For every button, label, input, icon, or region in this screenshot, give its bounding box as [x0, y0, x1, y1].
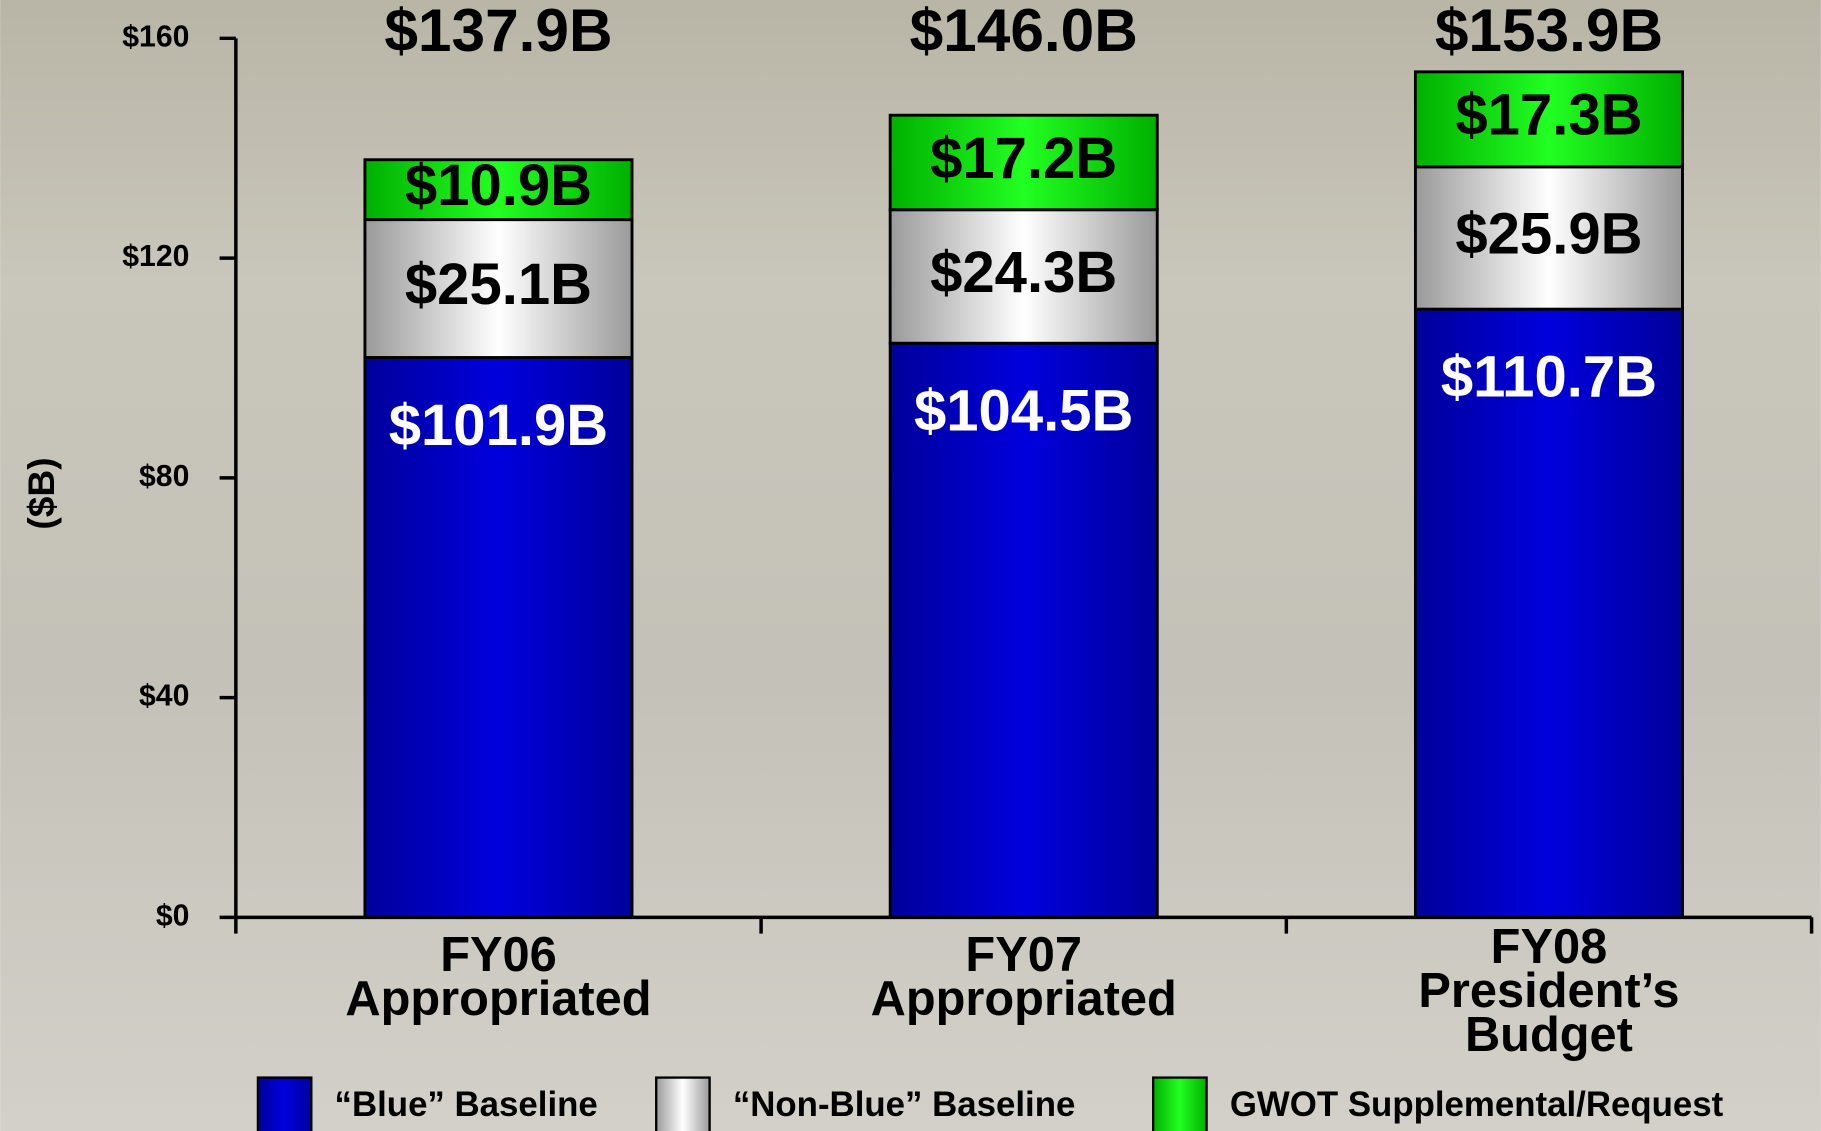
legend-swatch [256, 1076, 313, 1131]
y-tick-label: $0 [156, 899, 190, 932]
data-label: $17.3B [1455, 83, 1642, 148]
data-label: $110.7B [1441, 344, 1657, 409]
data-label: $104.5B [914, 379, 1133, 444]
legend-swatch [1152, 1076, 1208, 1131]
y-tick-label: $160 [122, 20, 189, 53]
data-label: $17.2B [930, 126, 1117, 191]
bar-segment [363, 158, 634, 222]
y-tick-label: $120 [122, 240, 189, 273]
total-label: $137.9B [384, 0, 612, 64]
legend-label: “Blue” Baseline [335, 1085, 598, 1124]
bar-segment [1413, 307, 1684, 919]
x-tick-label: FY06 Appropriated [345, 928, 651, 1026]
y-axis-label: ($B) [20, 457, 62, 529]
legend-label: “Non-Blue” Baseline [733, 1085, 1076, 1124]
total-label: $146.0B [910, 0, 1138, 64]
bar-segment [888, 208, 1159, 345]
data-label: $10.9B [405, 153, 592, 218]
bar-segment [888, 341, 1159, 919]
data-label: $24.3B [930, 240, 1117, 305]
y-tick-label: $40 [139, 680, 189, 713]
bar-segment [363, 218, 634, 359]
total-label: $153.9B [1435, 0, 1663, 64]
data-label: $25.9B [1455, 201, 1642, 266]
data-label: $25.1B [405, 252, 592, 317]
x-tick-label: FY08 President’s Budget [1418, 920, 1679, 1062]
bar-segment [888, 113, 1159, 212]
bar-segment [363, 356, 634, 919]
data-label: $101.9B [389, 393, 608, 458]
x-tick-label: FY07 Appropriated [871, 928, 1177, 1026]
bar-segment [1413, 70, 1684, 169]
legend-swatch [655, 1076, 711, 1131]
legend-label: GWOT Supplemental/Request [1230, 1085, 1724, 1124]
y-tick-label: $80 [139, 460, 189, 493]
